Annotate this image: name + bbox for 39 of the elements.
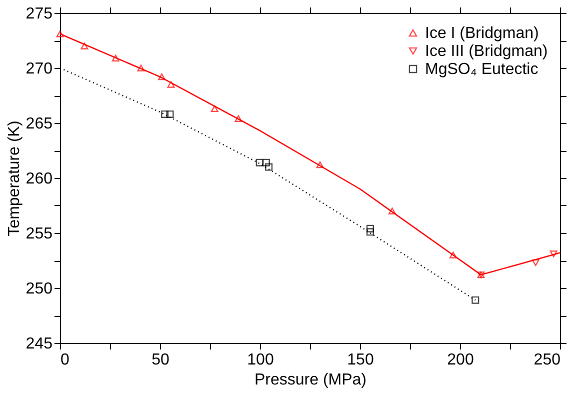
legend-label: Ice I (Bridgman) xyxy=(425,25,539,42)
point xyxy=(472,296,480,304)
x-tick-label: 250 xyxy=(534,352,561,368)
legend-label: Ice III (Bridgman) xyxy=(425,43,548,60)
point xyxy=(532,259,540,266)
point xyxy=(366,228,374,236)
point xyxy=(210,105,218,112)
point xyxy=(167,81,175,88)
point xyxy=(262,158,270,166)
x-tick-label: 200 xyxy=(447,352,474,368)
x-tick-label: 100 xyxy=(247,352,274,368)
point xyxy=(158,73,166,80)
y-tick-label: 275 xyxy=(26,6,53,22)
y-tick-label: 250 xyxy=(26,280,53,298)
point xyxy=(80,42,88,50)
y-tick-label: 245 xyxy=(26,336,53,352)
point xyxy=(166,110,174,118)
point xyxy=(366,224,374,232)
point xyxy=(449,252,457,258)
x-tick-label: 150 xyxy=(347,352,374,368)
y-tick-label: 270 xyxy=(26,60,53,78)
point xyxy=(137,64,145,72)
point xyxy=(316,161,324,168)
y-tick-label: 260 xyxy=(26,170,53,188)
x-tick-label: 50 xyxy=(152,352,170,368)
point xyxy=(256,158,264,166)
x-tick-label: 0 xyxy=(60,352,70,368)
point xyxy=(265,163,273,171)
point xyxy=(388,208,396,214)
point xyxy=(112,54,120,62)
point xyxy=(550,250,558,258)
point xyxy=(161,110,169,118)
y-axis-title: Temperature (K) xyxy=(6,120,23,236)
y-tick-label: 255 xyxy=(26,226,53,242)
point xyxy=(56,30,64,38)
x-axis-title: Pressure (MPa) xyxy=(254,372,367,388)
y-tick-label: 265 xyxy=(26,116,53,132)
point xyxy=(234,115,242,122)
legend-label: MgSO₄ Eutectic xyxy=(425,61,538,78)
